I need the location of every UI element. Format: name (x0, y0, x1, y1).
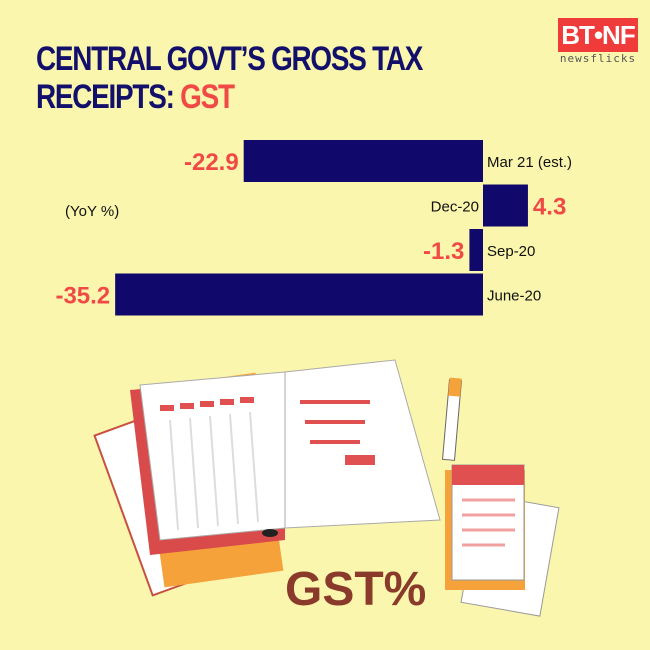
category-label: Mar 21 (est.) (487, 154, 572, 171)
bar (483, 184, 528, 227)
category-label: Sep-20 (487, 243, 535, 260)
unit-label: (YoY %) (65, 203, 119, 220)
bar (243, 140, 483, 182)
logo-mark: BT•NF (558, 18, 638, 52)
logo-subtitle: newsflicks (559, 52, 637, 65)
title-line-1: CENTRAL GOVT’S GROSS TAX (36, 40, 423, 78)
value-label: 4.3 (533, 194, 566, 221)
category-label: June-20 (487, 288, 541, 305)
illustration: GST% (93, 359, 560, 617)
bar (115, 273, 483, 316)
category-label: Dec-20 (431, 199, 479, 216)
book-right-page (284, 359, 441, 529)
brand-logo: BT•NF newsflicks (558, 18, 638, 65)
title-line-2: RECEIPTS: (36, 78, 181, 116)
bar (469, 229, 483, 271)
gst-percent-text: GST% (285, 563, 426, 616)
value-label: -1.3 (423, 238, 464, 265)
value-label: -22.9 (184, 149, 239, 176)
value-label: -35.2 (55, 283, 110, 310)
bookmark (262, 529, 278, 537)
chart-title: CENTRAL GOVT’S GROSS TAX RECEIPTS: GST (36, 40, 423, 116)
title-highlight: GST (180, 78, 235, 116)
